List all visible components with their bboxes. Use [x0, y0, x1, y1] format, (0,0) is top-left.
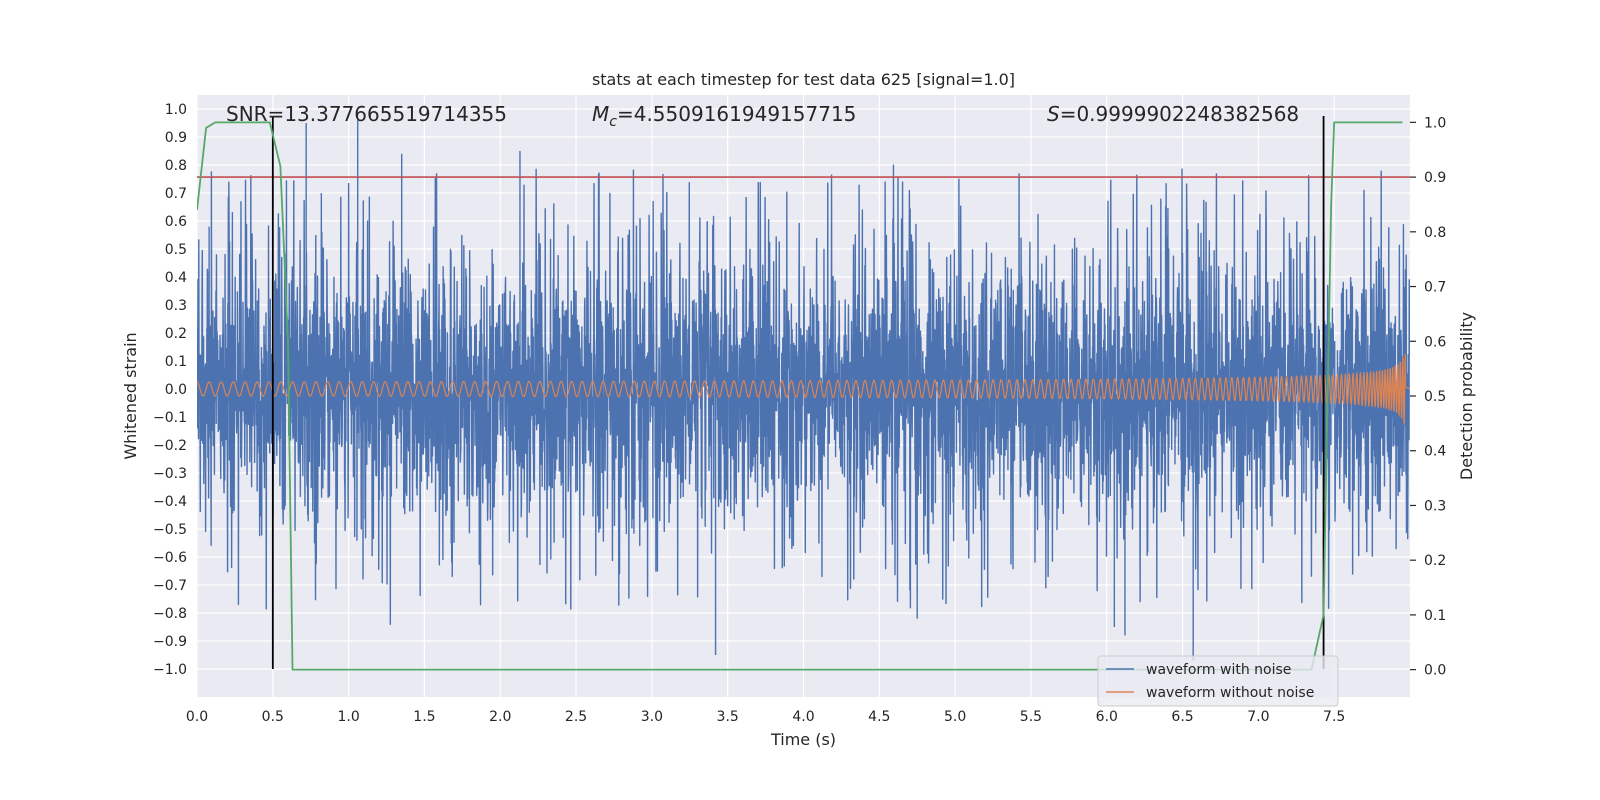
y-left-tick-label: −0.5	[153, 522, 187, 538]
y-left-tick-label: 0.9	[165, 130, 187, 146]
y-axis-left-label: Whitened strain	[121, 332, 140, 459]
x-axis-label: Time (s)	[770, 730, 836, 749]
x-tick-label: 5.0	[944, 709, 966, 725]
y-left-tick-label: 0.0	[165, 382, 187, 398]
x-tick-label: 4.5	[868, 709, 890, 725]
x-tick-label: 3.0	[641, 709, 663, 725]
y-left-tick-label: −0.1	[153, 410, 187, 426]
statistic-annotation: S=0.9999902248382568	[1047, 102, 1299, 126]
y-axis-right-label: Detection probability	[1457, 312, 1476, 480]
y-left-tick-label: −0.9	[153, 634, 187, 650]
series-waveform-without-noise	[197, 353, 1410, 425]
y-left-tick-label: 0.3	[165, 298, 187, 314]
y-right-tick-label: 0.1	[1424, 608, 1446, 624]
y-left-tick-label: 0.8	[165, 158, 187, 174]
chart-title: stats at each timestep for test data 625…	[592, 70, 1015, 89]
chirp-mass-subscript: c	[609, 114, 617, 130]
y-right-tick-label: 0.8	[1424, 225, 1446, 241]
y-right-tick-label: 0.2	[1424, 553, 1446, 569]
x-tick-label: 1.5	[413, 709, 435, 725]
x-tick-label: 3.5	[717, 709, 739, 725]
y-right-tick-label: 0.6	[1424, 334, 1446, 350]
y-right-tick-label: 0.3	[1424, 498, 1446, 514]
snr-annotation: SNR=13.377665519714355	[226, 102, 507, 126]
legend-label-clean: waveform without noise	[1146, 685, 1314, 701]
chirp-mass-value: =4.5509161949157715	[617, 102, 856, 126]
snr-annotation-label: SNR=	[226, 102, 284, 126]
legend: waveform with noise waveform without noi…	[1097, 655, 1339, 707]
legend-box	[1097, 655, 1339, 707]
chirp-mass-annotation: Mc=4.5509161949157715	[592, 102, 856, 130]
y-right-tick-label: 0.4	[1424, 444, 1446, 460]
y-right-tick-label: 1.0	[1424, 115, 1446, 131]
y-left-tick-label: 0.2	[165, 326, 187, 342]
x-tick-label: 0.0	[186, 709, 208, 725]
y-right-tick-label: 0.5	[1424, 389, 1446, 405]
series-layer	[197, 116, 1410, 671]
y-left-tick-label: −0.4	[153, 494, 187, 510]
snr-annotation-value: 13.377665519714355	[284, 102, 507, 126]
statistic-value: =0.9999902248382568	[1060, 102, 1299, 126]
y-left-tick-label: 0.7	[165, 186, 187, 202]
y-left-tick-label: 0.1	[165, 354, 187, 370]
y-left-tick-label: −0.8	[153, 606, 187, 622]
x-tick-label: 2.0	[489, 709, 511, 725]
chirp-mass-symbol: M	[592, 102, 609, 126]
x-tick-label: 0.5	[262, 709, 284, 725]
y-left-tick-label: −1.0	[153, 662, 187, 678]
legend-label-noise: waveform with noise	[1146, 662, 1291, 678]
y-left-tick-label: 0.6	[165, 214, 187, 230]
y-right-tick-label: 0.9	[1424, 170, 1446, 186]
x-tick-label: 2.5	[565, 709, 587, 725]
y-left-tick-label: −0.7	[153, 578, 187, 594]
y-left-tick-label: 0.4	[165, 270, 187, 286]
x-tick-label: 7.5	[1323, 709, 1345, 725]
axes-layer: 0.0 0.5 1.0 1.5 2.0 2.5 3.0 3.5 4.0 4.5 5.0 5.5 6.0 6…	[153, 102, 1446, 725]
y-left-tick-label: −0.6	[153, 550, 187, 566]
statistic-symbol: S	[1047, 102, 1060, 126]
y-right-tick-label: 0.0	[1424, 663, 1446, 679]
y-right-tick-label: 0.7	[1424, 280, 1446, 296]
x-tick-label: 7.0	[1247, 709, 1269, 725]
x-tick-label: 5.5	[1020, 709, 1042, 725]
x-tick-label: 1.0	[337, 709, 359, 725]
x-tick-label: 6.5	[1171, 709, 1193, 725]
y-left-tick-label: 1.0	[165, 102, 187, 118]
y-left-tick-label: −0.2	[153, 438, 187, 454]
x-tick-label: 6.0	[1096, 709, 1118, 725]
y-left-tick-label: −0.3	[153, 466, 187, 482]
x-tick-label: 4.0	[792, 709, 814, 725]
y-left-tick-label: 0.5	[165, 242, 187, 258]
